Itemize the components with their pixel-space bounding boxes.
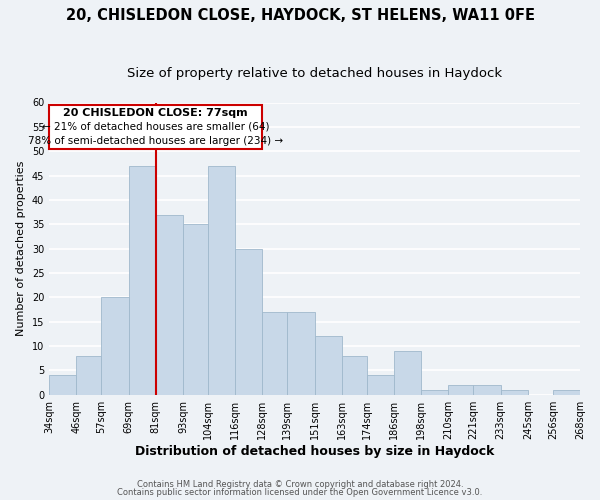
Bar bbox=[367, 375, 394, 394]
X-axis label: Distribution of detached houses by size in Haydock: Distribution of detached houses by size … bbox=[135, 444, 494, 458]
Bar bbox=[500, 390, 528, 394]
Bar bbox=[394, 351, 421, 395]
Bar bbox=[49, 375, 76, 394]
Bar bbox=[76, 356, 101, 395]
Bar bbox=[101, 298, 128, 394]
Text: 20, CHISLEDON CLOSE, HAYDOCK, ST HELENS, WA11 0FE: 20, CHISLEDON CLOSE, HAYDOCK, ST HELENS,… bbox=[65, 8, 535, 22]
Bar bbox=[553, 390, 580, 394]
Title: Size of property relative to detached houses in Haydock: Size of property relative to detached ho… bbox=[127, 68, 502, 80]
Bar bbox=[342, 356, 367, 395]
Bar bbox=[448, 385, 473, 394]
Bar bbox=[421, 390, 448, 394]
Text: 20 CHISLEDON CLOSE: 77sqm: 20 CHISLEDON CLOSE: 77sqm bbox=[64, 108, 248, 118]
Bar bbox=[287, 312, 314, 394]
Bar bbox=[156, 214, 183, 394]
Bar bbox=[262, 312, 287, 394]
Y-axis label: Number of detached properties: Number of detached properties bbox=[16, 161, 26, 336]
Text: ← 21% of detached houses are smaller (64): ← 21% of detached houses are smaller (64… bbox=[42, 122, 269, 132]
Text: Contains public sector information licensed under the Open Government Licence v3: Contains public sector information licen… bbox=[118, 488, 482, 497]
Bar bbox=[183, 224, 208, 394]
Bar bbox=[208, 166, 235, 394]
Bar bbox=[473, 385, 500, 394]
Text: Contains HM Land Registry data © Crown copyright and database right 2024.: Contains HM Land Registry data © Crown c… bbox=[137, 480, 463, 489]
Bar bbox=[235, 248, 262, 394]
Bar bbox=[128, 166, 156, 394]
FancyBboxPatch shape bbox=[49, 105, 262, 149]
Bar bbox=[314, 336, 342, 394]
Text: 78% of semi-detached houses are larger (234) →: 78% of semi-detached houses are larger (… bbox=[28, 136, 283, 146]
